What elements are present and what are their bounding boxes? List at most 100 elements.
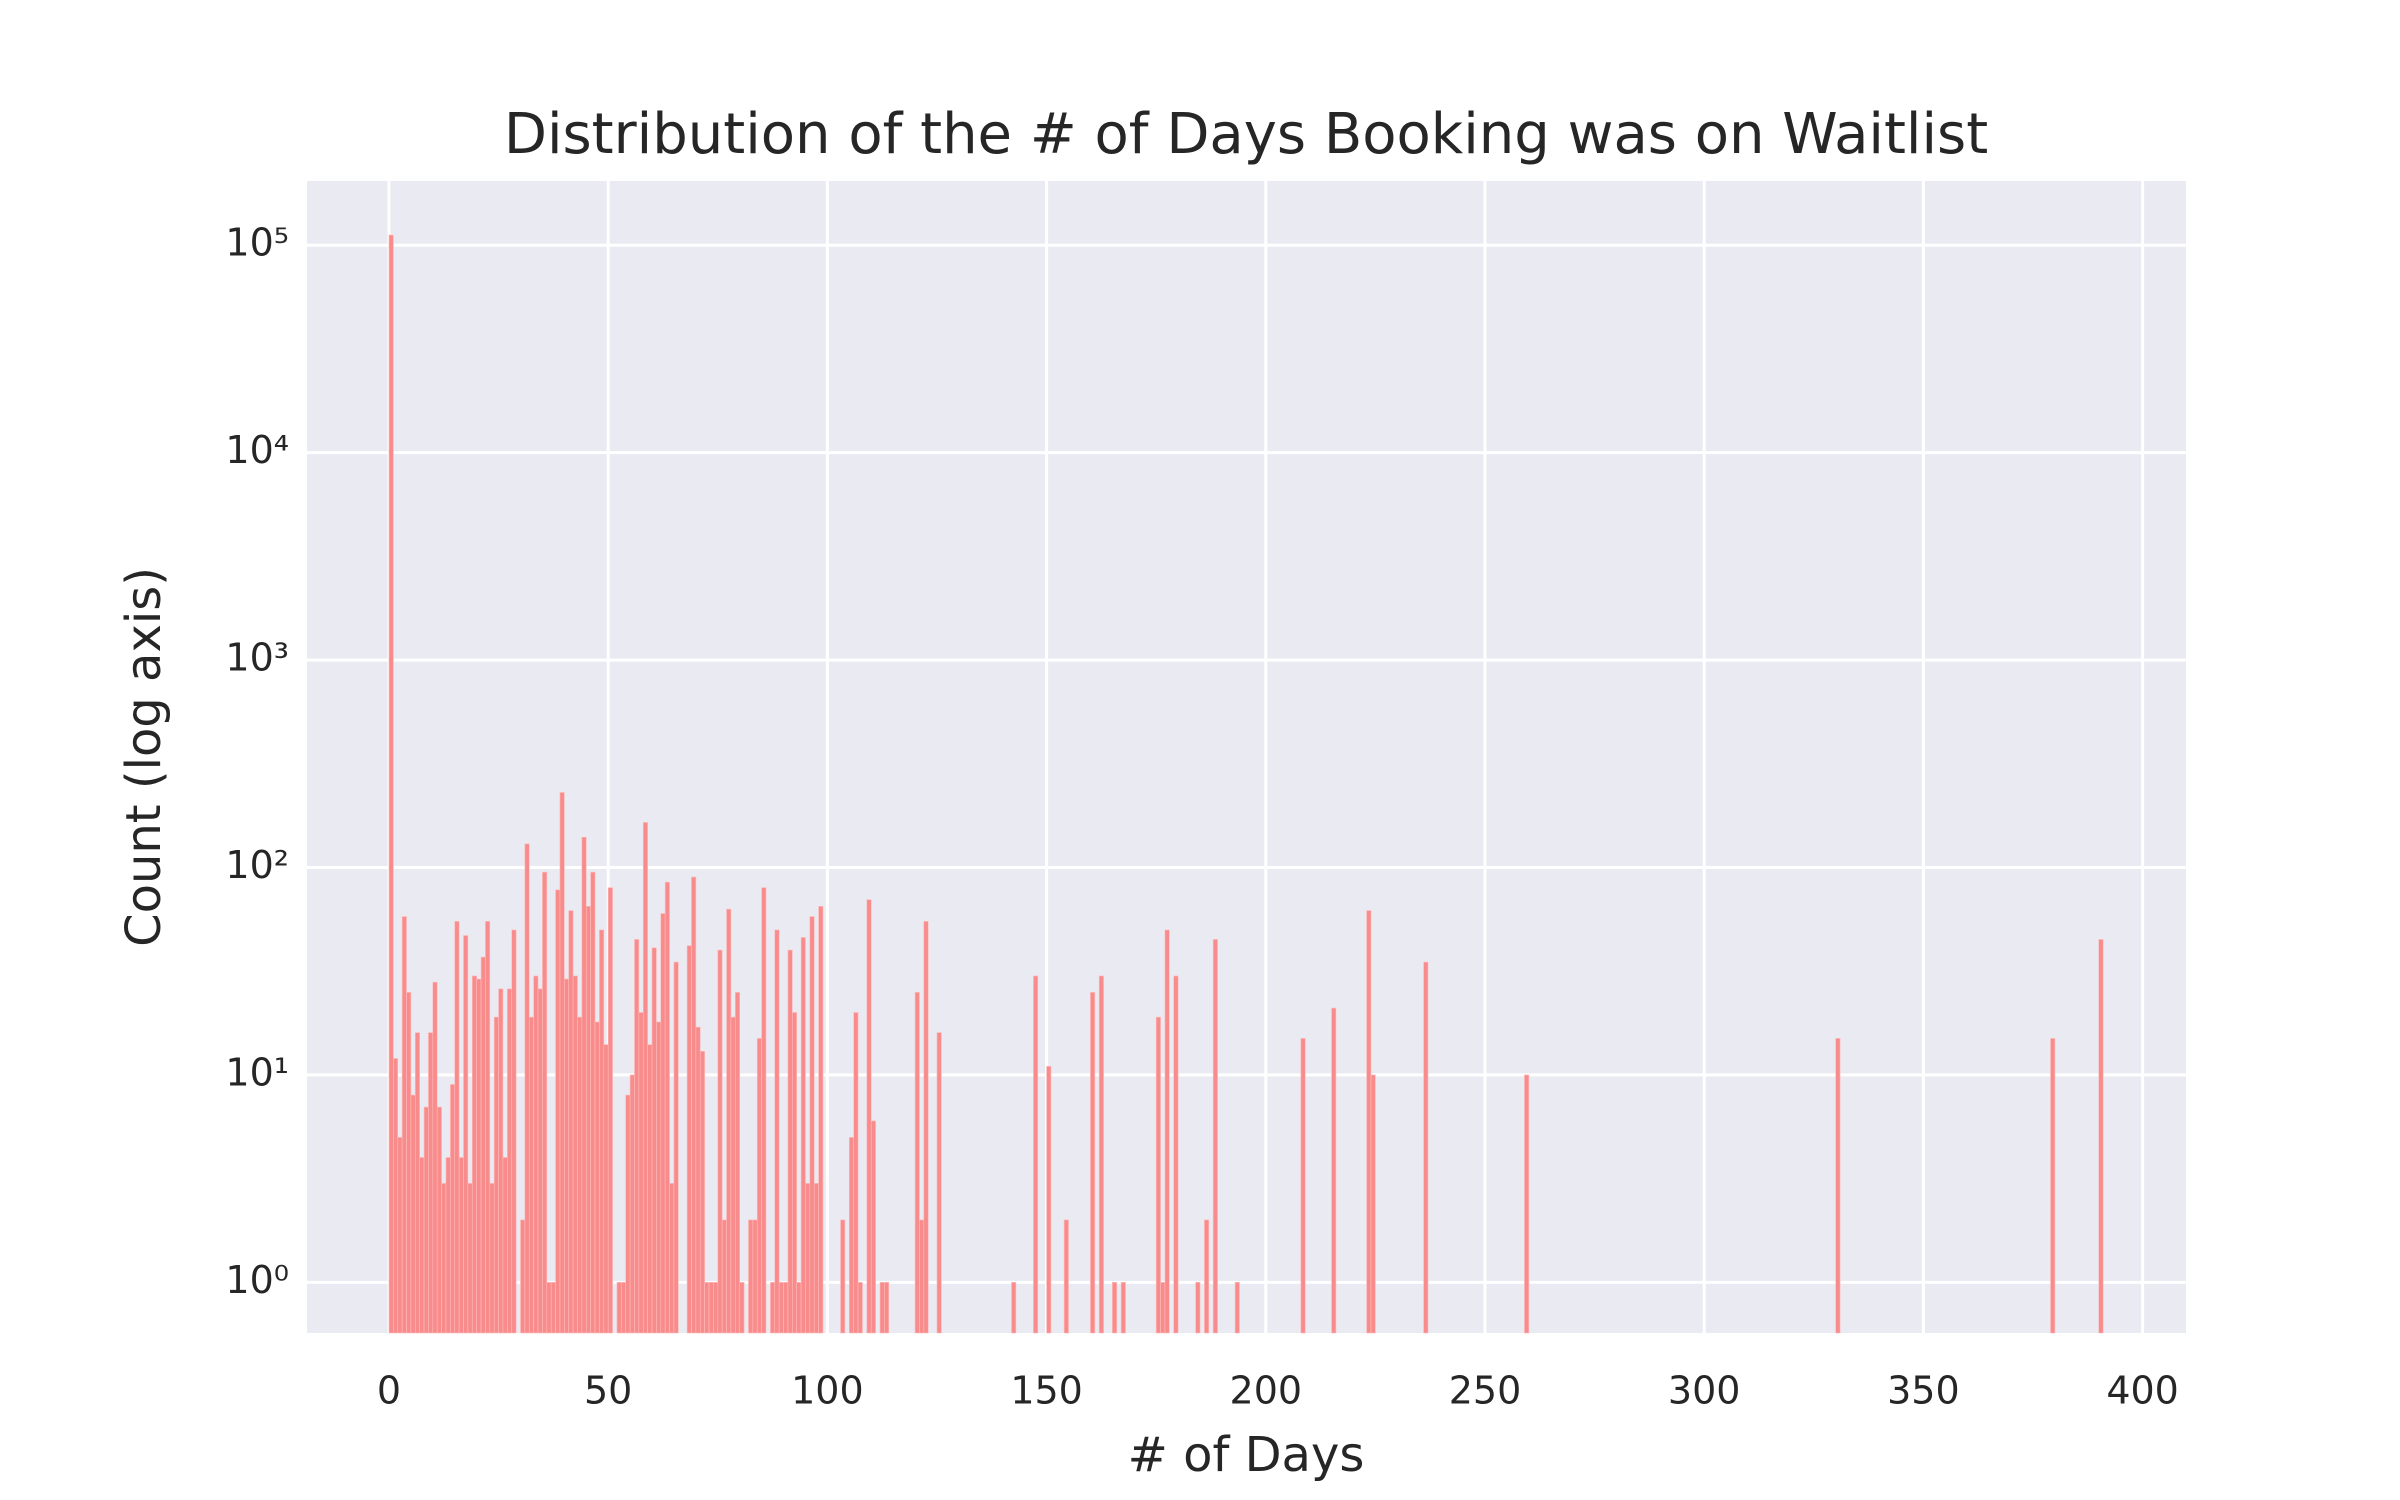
bar <box>625 1094 631 1334</box>
bar <box>813 1183 819 1334</box>
bar <box>428 1032 434 1334</box>
y-tick-label: 10¹ <box>225 1050 289 1094</box>
bar <box>524 843 530 1334</box>
y-tick-label: 10⁴ <box>225 428 289 472</box>
bar <box>660 913 666 1334</box>
bar <box>555 889 561 1334</box>
bar <box>423 1106 429 1334</box>
bar <box>590 871 596 1334</box>
bar <box>695 1026 701 1334</box>
bar <box>511 929 517 1334</box>
chart-title: Distribution of the # of Days Booking wa… <box>504 102 1988 167</box>
bar <box>884 1282 890 1334</box>
bar <box>2098 939 2104 1334</box>
bar <box>467 1183 473 1334</box>
bar <box>480 956 486 1334</box>
bar <box>936 1032 942 1334</box>
bar <box>572 975 578 1334</box>
bar <box>923 921 929 1334</box>
bar <box>792 1012 797 1334</box>
bar <box>621 1282 627 1334</box>
x-tick-label: 100 <box>791 1369 864 1413</box>
bar <box>498 988 504 1334</box>
bar <box>1164 929 1170 1334</box>
bar <box>879 1282 885 1334</box>
x-tick-label: 300 <box>1668 1369 1741 1413</box>
bar <box>721 1219 727 1334</box>
bar <box>436 1106 442 1334</box>
bar <box>800 937 806 1334</box>
bar <box>1090 992 1096 1334</box>
bar <box>2050 1038 2056 1334</box>
x-axis-label: # of Days <box>1128 1427 1365 1483</box>
y-tick-label: 10⁰ <box>225 1258 289 1302</box>
y-tick-label: 10² <box>225 843 289 887</box>
bar <box>796 1282 802 1334</box>
bar <box>642 822 648 1334</box>
bar <box>866 899 872 1334</box>
bar <box>414 1032 420 1334</box>
bar <box>1366 910 1372 1334</box>
bar <box>406 992 412 1334</box>
bar <box>713 1282 719 1334</box>
bar <box>805 1183 811 1334</box>
bar <box>599 929 605 1334</box>
bar <box>1098 975 1104 1334</box>
bar <box>1195 1282 1201 1334</box>
bar <box>726 908 732 1334</box>
bar <box>761 887 767 1334</box>
bar <box>730 1016 736 1334</box>
bar <box>489 1183 495 1334</box>
bar <box>853 1012 859 1334</box>
bar <box>528 1016 534 1334</box>
bar <box>564 978 570 1334</box>
bar <box>748 1219 754 1334</box>
bar <box>756 1038 762 1334</box>
bar <box>419 1157 425 1334</box>
bar <box>410 1094 416 1334</box>
bar <box>638 1012 644 1334</box>
x-tick-label: 0 <box>377 1369 401 1413</box>
bar <box>818 906 824 1334</box>
bar <box>1155 1016 1161 1334</box>
y-tick-label: 10⁵ <box>225 221 289 265</box>
bar <box>1331 1007 1337 1334</box>
bar <box>704 1282 710 1334</box>
bar <box>533 975 539 1334</box>
x-tick-label: 200 <box>1230 1369 1303 1413</box>
bar <box>857 1282 863 1334</box>
bar <box>393 1058 399 1334</box>
bar <box>914 992 920 1334</box>
bar <box>388 234 394 1334</box>
bar <box>783 1282 789 1334</box>
bar <box>651 947 657 1334</box>
bar <box>1033 975 1039 1334</box>
bar <box>585 906 591 1334</box>
bar <box>1524 1074 1530 1334</box>
bar <box>1212 939 1218 1334</box>
bar <box>603 1044 609 1334</box>
bar <box>647 1044 653 1334</box>
bar <box>1173 975 1179 1334</box>
bar <box>607 887 613 1334</box>
bar <box>1011 1282 1017 1334</box>
bar <box>634 939 640 1334</box>
bar <box>463 935 469 1334</box>
bar <box>686 945 692 1334</box>
bar <box>471 975 477 1334</box>
bar <box>594 1021 600 1334</box>
x-tick-label: 150 <box>1010 1369 1083 1413</box>
bar <box>445 1157 451 1334</box>
bar <box>809 916 815 1334</box>
bar <box>568 910 574 1334</box>
bar <box>1234 1282 1240 1334</box>
x-tick-label: 350 <box>1887 1369 1960 1413</box>
bar <box>454 921 460 1334</box>
bar <box>559 792 565 1334</box>
bar <box>616 1282 622 1334</box>
bar <box>699 1050 705 1334</box>
bar <box>493 1016 499 1334</box>
bar <box>458 1157 464 1334</box>
bar <box>1120 1282 1126 1334</box>
bar <box>739 1282 745 1334</box>
